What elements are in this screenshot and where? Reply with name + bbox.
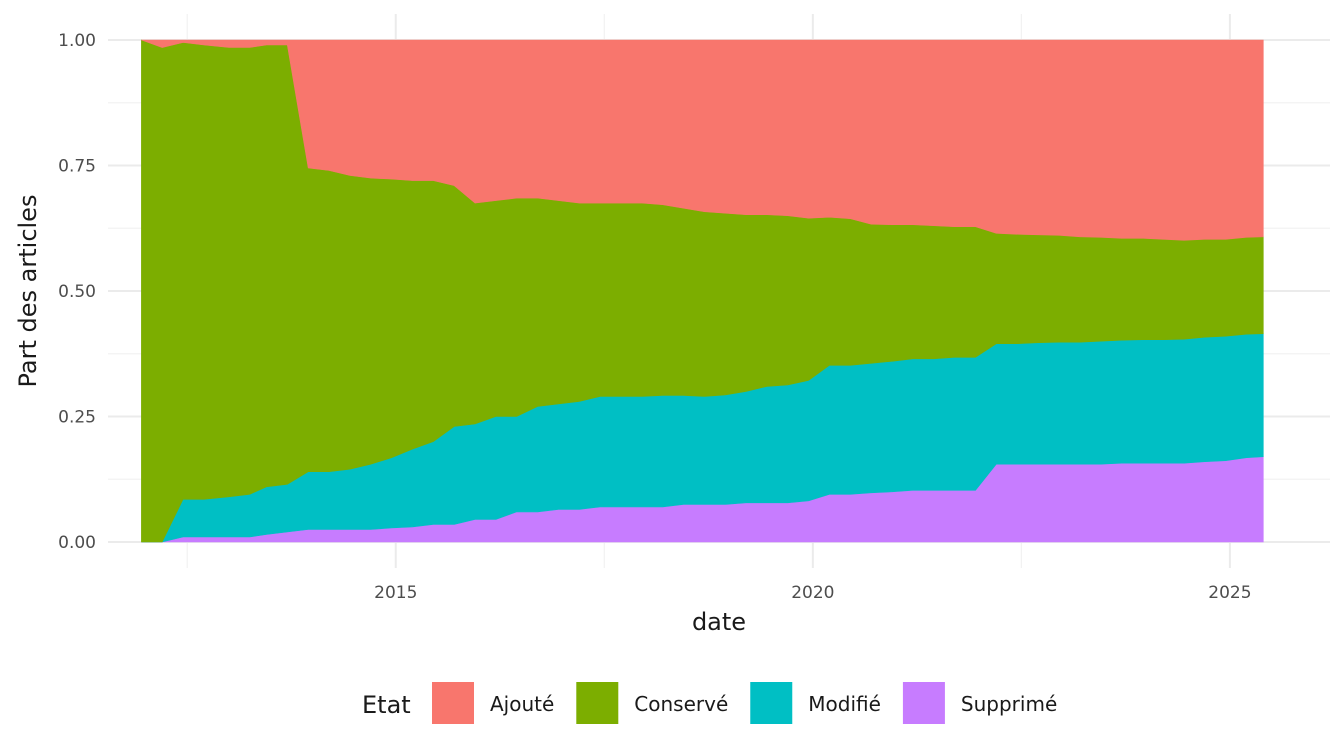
legend-key-conserve bbox=[576, 682, 619, 724]
y-tick-label: 0.75 bbox=[58, 157, 96, 177]
x-axis-ticks: 2015 2020 2025 bbox=[374, 583, 1251, 603]
x-tick-label: 2020 bbox=[791, 583, 834, 603]
x-axis-title: date bbox=[692, 608, 746, 636]
y-tick-label: 1.00 bbox=[58, 31, 96, 51]
x-tick-label: 2015 bbox=[374, 583, 417, 603]
legend-key-ajoute bbox=[432, 682, 474, 724]
y-tick-label: 0.25 bbox=[58, 408, 96, 428]
y-tick-label: 0.00 bbox=[58, 533, 96, 553]
legend: Etat Ajouté Conservé Modifié Supprimé bbox=[362, 682, 1057, 724]
legend-key-supprime bbox=[902, 682, 945, 724]
area-ajoute bbox=[141, 39, 1264, 241]
legend-key-modifie bbox=[750, 682, 793, 724]
y-axis-ticks: 0.00 0.25 0.50 0.75 1.00 bbox=[58, 31, 96, 553]
legend-label-supprime: Supprimé bbox=[961, 692, 1057, 716]
y-tick-label: 0.50 bbox=[58, 282, 96, 302]
x-tick-label: 2025 bbox=[1208, 583, 1251, 603]
legend-label-conserve: Conservé bbox=[634, 692, 728, 716]
legend-label-modifie: Modifié bbox=[808, 692, 881, 716]
legend-title: Etat bbox=[362, 691, 411, 719]
legend-label-ajoute: Ajouté bbox=[490, 692, 554, 716]
area-series-group bbox=[141, 39, 1264, 543]
y-axis-title: Part des articles bbox=[14, 195, 42, 388]
